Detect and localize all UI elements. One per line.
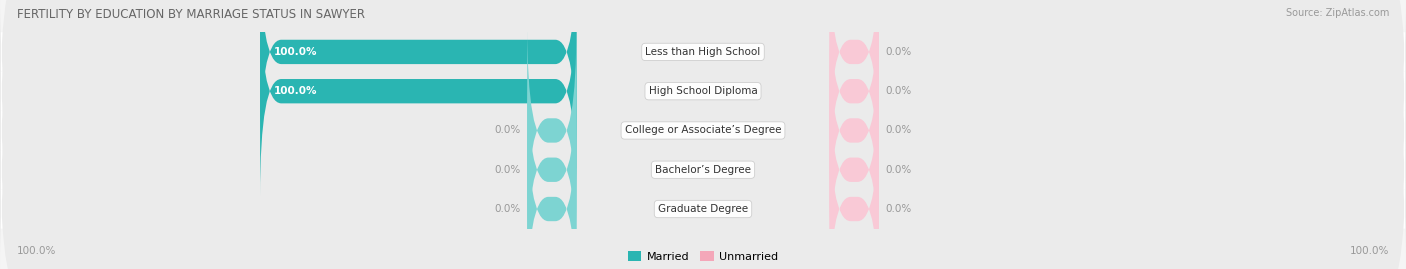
FancyBboxPatch shape xyxy=(0,73,1406,266)
FancyBboxPatch shape xyxy=(527,64,576,269)
Text: 0.0%: 0.0% xyxy=(494,165,520,175)
FancyBboxPatch shape xyxy=(830,103,879,269)
FancyBboxPatch shape xyxy=(830,25,879,236)
Text: 0.0%: 0.0% xyxy=(494,125,520,136)
Text: 0.0%: 0.0% xyxy=(494,204,520,214)
FancyBboxPatch shape xyxy=(0,34,1406,227)
Text: Source: ZipAtlas.com: Source: ZipAtlas.com xyxy=(1285,8,1389,18)
Legend: Married, Unmarried: Married, Unmarried xyxy=(623,247,783,266)
FancyBboxPatch shape xyxy=(260,0,576,158)
FancyBboxPatch shape xyxy=(0,0,1406,187)
Text: Less than High School: Less than High School xyxy=(645,47,761,57)
Text: 0.0%: 0.0% xyxy=(886,47,912,57)
FancyBboxPatch shape xyxy=(527,25,576,236)
Text: FERTILITY BY EDUCATION BY MARRIAGE STATUS IN SAWYER: FERTILITY BY EDUCATION BY MARRIAGE STATU… xyxy=(17,8,366,21)
FancyBboxPatch shape xyxy=(0,111,1406,150)
Text: 0.0%: 0.0% xyxy=(886,204,912,214)
FancyBboxPatch shape xyxy=(0,189,1406,229)
Text: High School Diploma: High School Diploma xyxy=(648,86,758,96)
FancyBboxPatch shape xyxy=(527,103,576,269)
FancyBboxPatch shape xyxy=(0,0,1406,148)
Text: Bachelor’s Degree: Bachelor’s Degree xyxy=(655,165,751,175)
FancyBboxPatch shape xyxy=(830,64,879,269)
FancyBboxPatch shape xyxy=(830,0,879,197)
FancyBboxPatch shape xyxy=(260,0,576,197)
Text: 100.0%: 100.0% xyxy=(274,86,318,96)
Text: 100.0%: 100.0% xyxy=(1350,246,1389,256)
Text: 0.0%: 0.0% xyxy=(886,86,912,96)
Text: Graduate Degree: Graduate Degree xyxy=(658,204,748,214)
Text: College or Associate’s Degree: College or Associate’s Degree xyxy=(624,125,782,136)
Text: 100.0%: 100.0% xyxy=(17,246,56,256)
FancyBboxPatch shape xyxy=(0,72,1406,111)
Text: 100.0%: 100.0% xyxy=(274,47,318,57)
FancyBboxPatch shape xyxy=(0,32,1406,72)
FancyBboxPatch shape xyxy=(0,113,1406,269)
Text: 0.0%: 0.0% xyxy=(886,165,912,175)
FancyBboxPatch shape xyxy=(830,0,879,158)
Text: 0.0%: 0.0% xyxy=(886,125,912,136)
FancyBboxPatch shape xyxy=(0,150,1406,189)
